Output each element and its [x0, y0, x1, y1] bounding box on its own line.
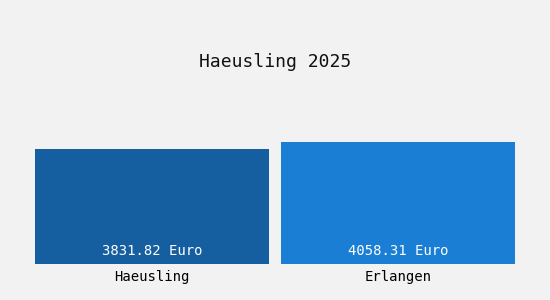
Text: 4058.31 Euro: 4058.31 Euro: [348, 244, 448, 258]
Title: Haeusling 2025: Haeusling 2025: [199, 53, 351, 71]
Text: 3831.82 Euro: 3831.82 Euro: [102, 244, 202, 258]
Bar: [35, 149, 269, 264]
Bar: [281, 142, 515, 264]
